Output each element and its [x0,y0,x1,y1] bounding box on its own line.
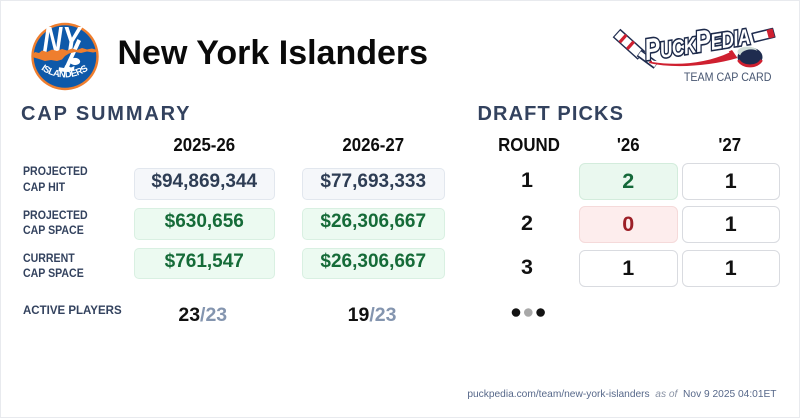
svg-text:ISLANDERS: ISLANDERS [40,62,90,80]
svg-text:PUCKPEDIA: PUCKPEDIA [642,17,752,67]
